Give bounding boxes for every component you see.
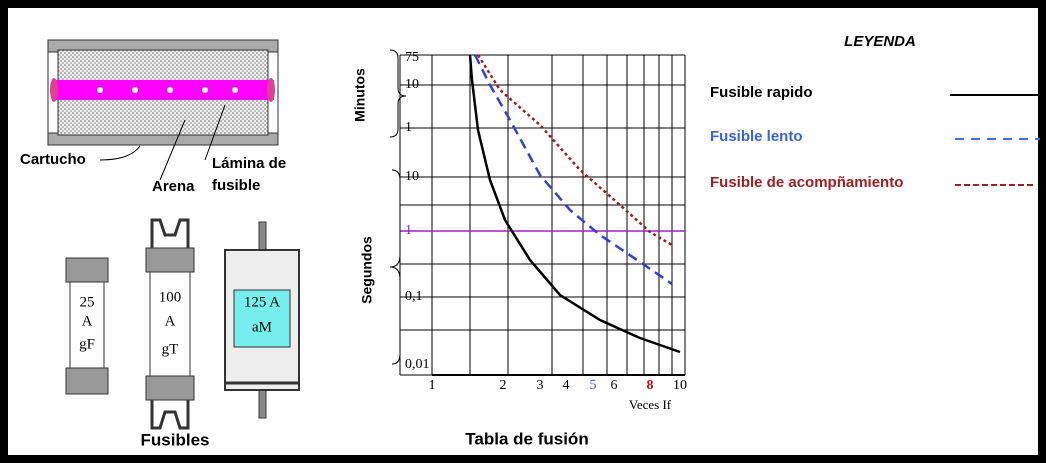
brace [389,169,401,365]
label-lamina: Lámina de [212,155,286,172]
curve-acompanamiento [476,54,673,247]
y-tick-label: 0,01 [405,357,430,372]
x-tick-label: 6 [611,378,618,393]
label-cartucho: Cartucho [20,151,86,168]
y-tick-label: 10 [405,169,419,184]
x-label: Veces If [629,397,672,412]
x-tick-label: 4 [563,378,570,393]
cartridge-fuse [47,39,279,181]
y-label-minutes: Minutos [352,68,368,122]
fuse-gf [65,257,109,395]
label-lamina: fusible [212,177,260,194]
chart-title: Tabla de fusión [465,429,588,448]
x-tick-label: 1 [429,378,436,393]
fuses-caption: Fusibles [141,430,210,449]
fuse-text: A [165,313,176,329]
legend-item: Fusible lento [710,128,803,145]
x-tick-label: 5 [590,378,597,393]
fuse-text: A [82,313,93,329]
x-tick-label: 10 [673,378,687,393]
y-tick-label: 0,1 [405,289,423,304]
y-tick-label: 10 [405,77,419,92]
fuse-text: aM [252,319,272,335]
x-tick-label: 2 [500,378,507,393]
fuse-text: gF [79,336,95,352]
y-tick-label: 75 [405,50,419,65]
y-tick-label: 1 [405,120,412,135]
legend-title: LEYENDA [844,33,916,50]
y-label-seconds: Segundos [359,236,375,304]
x-tick-label: 8 [647,378,654,393]
legend-item: Fusible de acompñamiento [710,174,903,191]
fuse-text: gT [162,341,179,357]
brace [389,49,407,138]
y-tick-label: 1 [405,223,412,238]
x-tick-label: 3 [537,378,544,393]
legend-item: Fusible rapido [710,84,813,101]
curve-lento [473,54,673,286]
curve-rapido [468,54,681,354]
fuse-text: 125 A [244,294,280,310]
fuse-text: 25 [80,294,95,310]
fuse-gt [145,218,195,430]
fuse-text: 100 [159,289,182,305]
label-arena: Arena [152,178,195,195]
fuse-am [224,221,300,419]
